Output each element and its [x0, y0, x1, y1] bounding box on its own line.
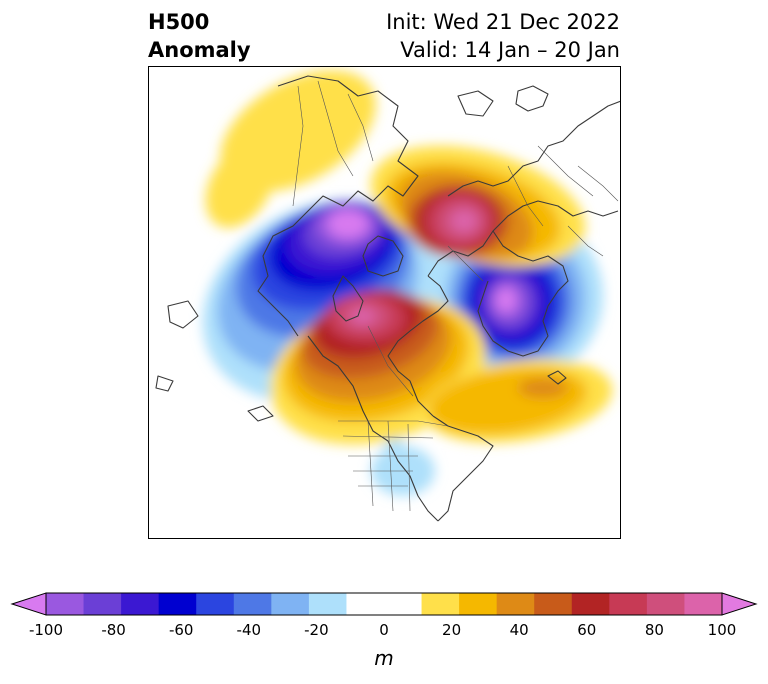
- colorbar-cell: [196, 593, 235, 615]
- colorbar-border: [45, 592, 723, 616]
- colorbar-cell: [233, 593, 272, 615]
- map-title: H500 Anomaly: [148, 8, 251, 64]
- colorbar-extend-low: [10, 592, 47, 616]
- colorbar-tick-label: 40: [510, 621, 529, 639]
- colorbar-cell: [571, 593, 610, 615]
- colorbar-cell: [121, 593, 160, 615]
- forecast-info: Init: Wed 21 Dec 2022 Valid: 14 Jan – 20…: [386, 8, 620, 64]
- colorbar-tick-label: 100: [708, 621, 737, 639]
- colorbar-ticks: -100 -80 -60 -40 -20 0 20 40 60 80 100: [29, 621, 736, 639]
- political-borders: [292, 80, 619, 512]
- colorbar-tick-label: -20: [304, 621, 329, 639]
- colorbar-cell: [346, 593, 385, 615]
- colorbar-cell: [421, 593, 460, 615]
- colorbar-extend-high: [721, 592, 758, 616]
- colorbar-tick-label: -100: [29, 621, 63, 639]
- anomaly-contours: [202, 70, 613, 496]
- colorbar-tick-label: 20: [442, 621, 461, 639]
- colorbar-cell: [496, 593, 535, 615]
- colorbar-cell: [684, 593, 723, 615]
- colorbar-cell: [646, 593, 685, 615]
- init-date: Init: Wed 21 Dec 2022: [386, 10, 620, 34]
- colorbar-cell: [308, 593, 347, 615]
- colorbar: -100 -80 -60 -40 -20 0 20 40 60 80 100: [10, 592, 758, 639]
- colorbar-tick-label: 80: [645, 621, 664, 639]
- colorbar-cells: [10, 592, 758, 616]
- colorbar-tick-label: -80: [101, 621, 126, 639]
- anomaly-map: [148, 66, 621, 539]
- colorbar-cell: [83, 593, 122, 615]
- title-line-2: Anomaly: [148, 38, 251, 62]
- colorbar-unit: m: [374, 646, 394, 670]
- colorbar-tick-label: -40: [237, 621, 262, 639]
- colorbar-cell: [158, 593, 197, 615]
- coastlines: [155, 75, 621, 522]
- title-line-1: H500: [148, 10, 210, 34]
- colorbar-tick-label: -60: [169, 621, 194, 639]
- colorbar-cell: [384, 593, 423, 615]
- colorbar-cell: [459, 593, 498, 615]
- colorbar-tick-label: 0: [379, 621, 389, 639]
- map-frame: [148, 66, 621, 539]
- colorbar-cell: [534, 593, 573, 615]
- colorbar-cell: [46, 593, 85, 615]
- valid-period: Valid: 14 Jan – 20 Jan: [400, 38, 620, 62]
- colorbar-cell: [609, 593, 648, 615]
- colorbar-cell: [271, 593, 310, 615]
- colorbar-tick-label: 60: [577, 621, 596, 639]
